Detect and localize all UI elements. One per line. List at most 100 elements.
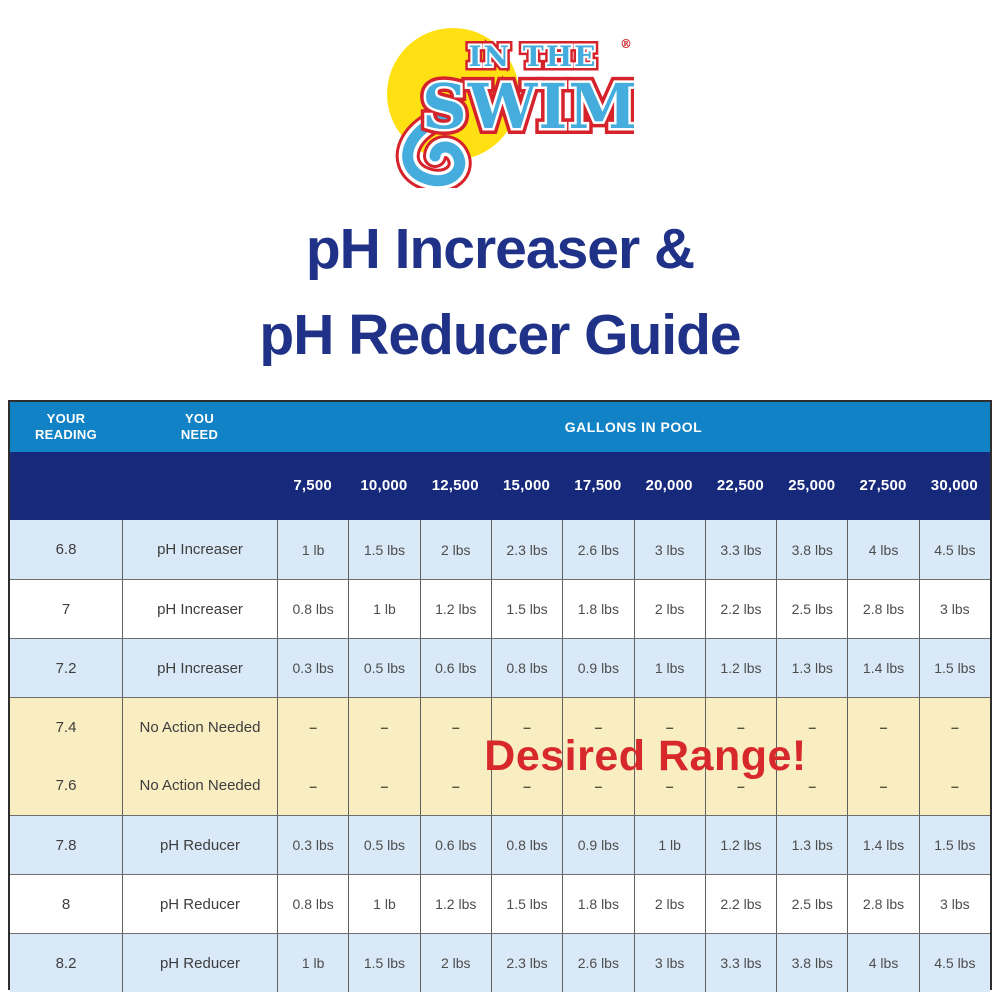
dose-cell: 2.6 lbs — [562, 520, 633, 579]
dose-cell: 0.8 lbs — [490, 816, 562, 874]
dose-cell: 3 lbs — [633, 934, 705, 992]
dose-cell: 1.8 lbs — [562, 875, 633, 933]
dose-cell: 3.3 lbs — [704, 520, 776, 579]
table-row: 7.6 No Action Needed – – – – – – – – – – — [10, 756, 990, 815]
need-cell: pH Increaser — [122, 580, 277, 638]
registered-mark: ® — [620, 37, 632, 51]
table-row: 7.2 pH Increaser 0.3 lbs 0.5 lbs 0.6 lbs 0.8 … — [10, 638, 990, 697]
gallons-column-header: 12,500 — [431, 477, 479, 494]
swirl-icon — [395, 104, 472, 188]
svg-text:IN THE: IN THE — [468, 40, 597, 73]
dose-cell: 1.3 lbs — [776, 816, 847, 874]
dose-cell: 0.6 lbs — [419, 816, 491, 874]
dose-cell: 1.2 lbs — [419, 875, 491, 933]
reading-cell: 7.4 — [55, 718, 77, 736]
dose-cell: 1 lb — [348, 875, 419, 933]
dose-cell: – — [633, 698, 705, 756]
dose-cell: – — [562, 756, 633, 815]
gallons-in-pool-header: GALLONS IN POOL — [564, 418, 703, 435]
dose-cell: 1.3 lbs — [776, 639, 847, 697]
page-title: pH Increaser & pH Reducer Guide — [0, 206, 1000, 378]
dose-cell: – — [776, 698, 847, 756]
dose-cell: 4 lbs — [847, 934, 918, 992]
dose-cell: 2 lbs — [419, 520, 491, 579]
table-row: 7 pH Increaser 0.8 lbs 1 lb 1.2 lbs 1.5 lbs 1.… — [10, 579, 990, 638]
dose-cell: 0.3 lbs — [277, 639, 348, 697]
gallons-column-header: 15,000 — [502, 477, 551, 494]
dose-cell: 2.5 lbs — [776, 580, 847, 638]
gallons-header-row: 7,500 10,000 12,500 15,000 17,500 20,000 22,50… — [10, 452, 990, 520]
dose-cell: 2.2 lbs — [704, 580, 776, 638]
table-row: 6.8 pH Increaser 1 lb 1.5 lbs 2 lbs 2.3 lbs 2.… — [10, 520, 990, 579]
need-cell: pH Reducer — [122, 816, 277, 874]
your-reading-header: YOUR READING — [34, 411, 98, 442]
table-row: 7.8 pH Reducer 0.3 lbs 0.5 lbs 0.6 lbs 0.8 lb… — [10, 815, 990, 874]
need-cell: pH Increaser — [122, 520, 277, 579]
dose-cell: 2.8 lbs — [847, 580, 918, 638]
dose-cell: 0.5 lbs — [348, 639, 419, 697]
dose-cell: 0.8 lbs — [277, 875, 348, 933]
need-cell: pH Reducer — [122, 934, 277, 992]
dose-cell: 2 lbs — [633, 580, 705, 638]
dose-cell: 2 lbs — [419, 934, 491, 992]
dose-cell: 1.4 lbs — [847, 639, 918, 697]
intheswim-logo: IN THE IN THE SWIM SWIM ® — [387, 28, 634, 188]
dose-cell: 3 lbs — [633, 520, 705, 579]
dose-cell: 3.8 lbs — [776, 934, 847, 992]
dose-cell: 1.2 lbs — [704, 639, 776, 697]
dose-cell: 1 lbs — [633, 639, 705, 697]
table-header-top: YOUR READING YOU NEED GALLONS IN POOL — [10, 402, 990, 452]
dose-cell: 3.3 lbs — [704, 934, 776, 992]
gallons-column-header: 27,500 — [859, 477, 907, 494]
dose-cell: 2.3 lbs — [490, 520, 562, 579]
dose-cell: 0.9 lbs — [562, 816, 633, 874]
header-spacer-reading — [10, 452, 122, 520]
need-cell: No Action Needed — [122, 756, 277, 815]
dose-cell: 2.3 lbs — [490, 934, 562, 992]
reading-cell: 7 — [61, 600, 71, 618]
table-row: 8 pH Reducer 0.8 lbs 1 lb 1.2 lbs 1.5 lbs 1.8 … — [10, 874, 990, 933]
table-row: 7.4 No Action Needed – – – – – – – – – – — [10, 697, 990, 756]
gallons-column-header: 10,000 — [360, 477, 408, 494]
dose-cell: – — [776, 756, 847, 815]
dose-cell: – — [419, 698, 491, 756]
gallons-column-header: 20,000 — [645, 477, 693, 494]
dose-cell: 0.3 lbs — [277, 816, 348, 874]
you-need-header: YOU NEED — [180, 411, 219, 442]
dose-cell: 1.4 lbs — [847, 816, 918, 874]
dose-cell: 0.5 lbs — [348, 816, 419, 874]
dose-cell: 0.8 lbs — [277, 580, 348, 638]
table-body: 6.8 pH Increaser 1 lb 1.5 lbs 2 lbs 2.3 lbs 2.… — [10, 520, 990, 992]
title-line1: pH Increaser & — [305, 217, 695, 281]
dose-cell: 1 lb — [277, 934, 348, 992]
dose-cell: – — [918, 756, 990, 815]
dose-cell: 1.5 lbs — [490, 580, 562, 638]
dose-cell: 1.5 lbs — [348, 934, 419, 992]
header-spacer-need — [122, 452, 277, 520]
title-line2: pH Reducer Guide — [259, 303, 741, 367]
dose-cell: – — [277, 698, 348, 756]
dose-cell: 2.8 lbs — [847, 875, 918, 933]
dose-cell: 1 lb — [348, 580, 419, 638]
dose-cell: 1.5 lbs — [348, 520, 419, 579]
dose-cell: 1.2 lbs — [704, 816, 776, 874]
reading-cell: 7.6 — [55, 777, 77, 794]
dose-cell: – — [490, 756, 562, 815]
dose-cell: 4.5 lbs — [918, 520, 990, 579]
reading-cell: 8 — [61, 895, 71, 913]
need-cell: No Action Needed — [122, 698, 277, 756]
dose-cell: – — [847, 756, 918, 815]
gallons-column-header: 17,500 — [574, 477, 622, 494]
logo-text-swim: SWIM SWIM — [416, 64, 634, 149]
dose-cell: – — [348, 756, 419, 815]
need-cell: pH Reducer — [122, 875, 277, 933]
dose-cell: – — [277, 756, 348, 815]
dose-cell: – — [562, 698, 633, 756]
gallons-column-header: 25,000 — [788, 477, 836, 494]
dose-cell: – — [847, 698, 918, 756]
dose-cell: – — [704, 698, 776, 756]
dose-cell: 0.9 lbs — [562, 639, 633, 697]
dose-cell: 2.2 lbs — [704, 875, 776, 933]
gallons-column-header: 22,500 — [716, 477, 764, 494]
